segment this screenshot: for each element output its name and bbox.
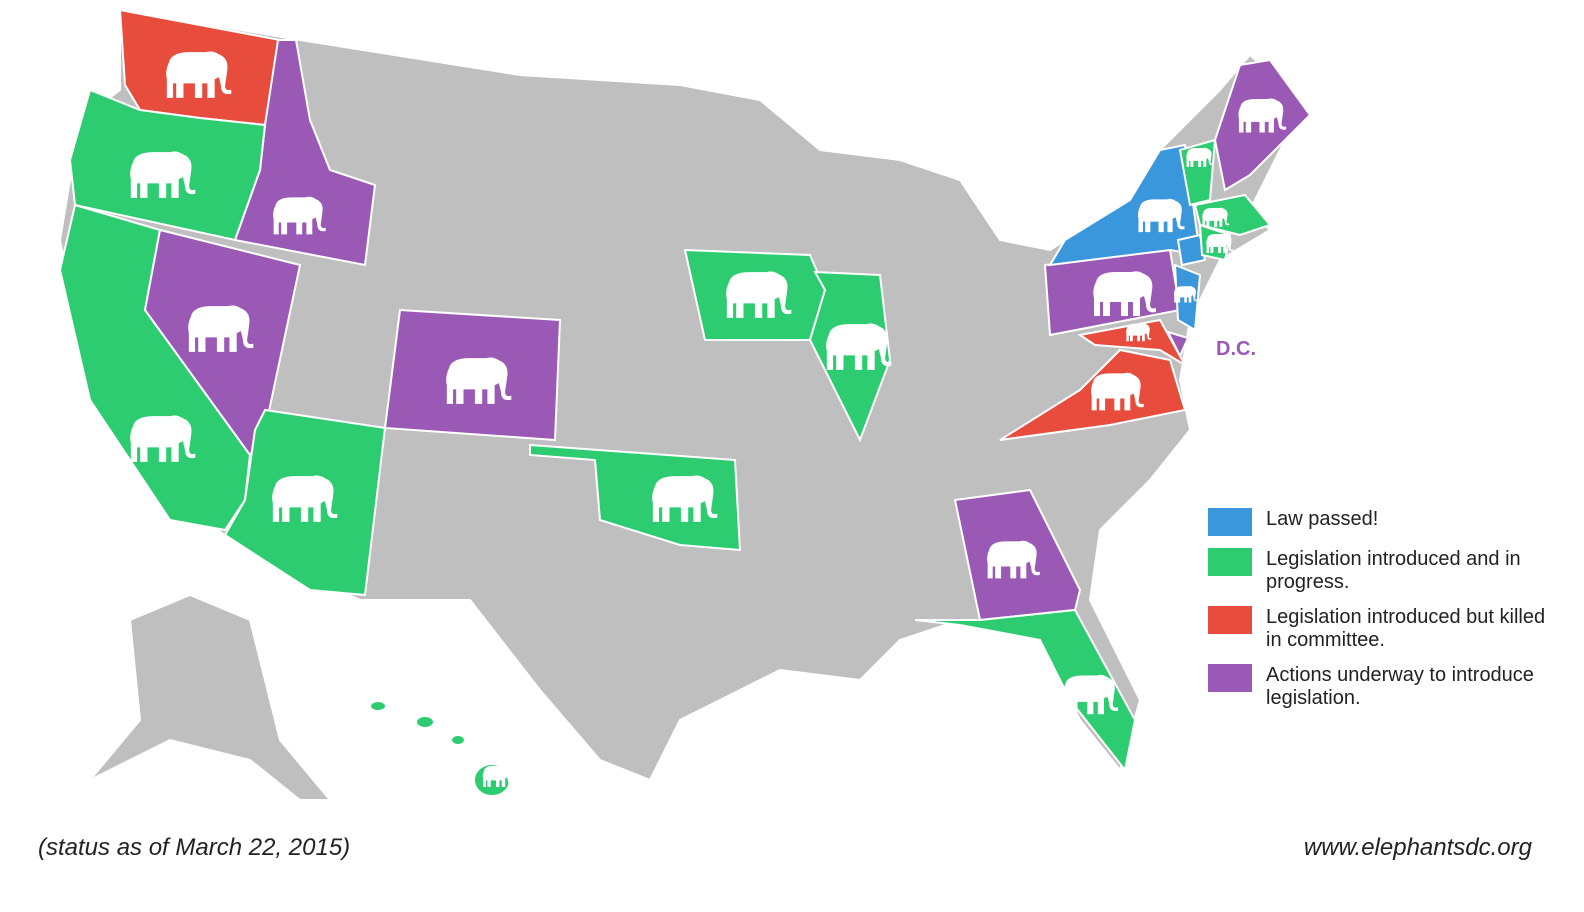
state — [808, 270, 892, 443]
legend-label: Legislation introduced but killed in com… — [1266, 606, 1546, 651]
legend-label: Legislation introduced and in progress. — [1266, 548, 1521, 593]
legend-swatch — [1208, 606, 1252, 634]
state — [1193, 193, 1272, 237]
legend-swatch — [1208, 508, 1252, 536]
source: www.elephantsdc.org — [1303, 834, 1532, 861]
state — [1077, 318, 1188, 368]
legend-label: Actions underway to introduce legislatio… — [1266, 664, 1534, 709]
state — [415, 715, 435, 729]
legend-item: Actions underway to introduce legislatio… — [1208, 664, 1568, 710]
legend-item: Legislation introduced and in progress. — [1208, 548, 1568, 594]
legend-label: Law passed! — [1266, 508, 1379, 530]
footnote: (status as of March 22, 2015) — [38, 834, 351, 861]
legend-item: Legislation introduced but killed in com… — [1208, 606, 1568, 652]
legend: Law passed! Legislation introduced and in… — [1208, 508, 1568, 722]
state — [914, 608, 1137, 773]
state — [450, 734, 466, 746]
legend-swatch — [1208, 548, 1252, 576]
legend-swatch — [1208, 664, 1252, 692]
legend-item: Law passed! — [1208, 508, 1568, 536]
state — [369, 700, 387, 712]
dc-label: D.C. — [1216, 338, 1256, 360]
state — [1166, 330, 1190, 359]
state — [1173, 263, 1202, 332]
states — [58, 8, 1312, 797]
state — [1176, 233, 1207, 267]
state — [529, 443, 742, 552]
